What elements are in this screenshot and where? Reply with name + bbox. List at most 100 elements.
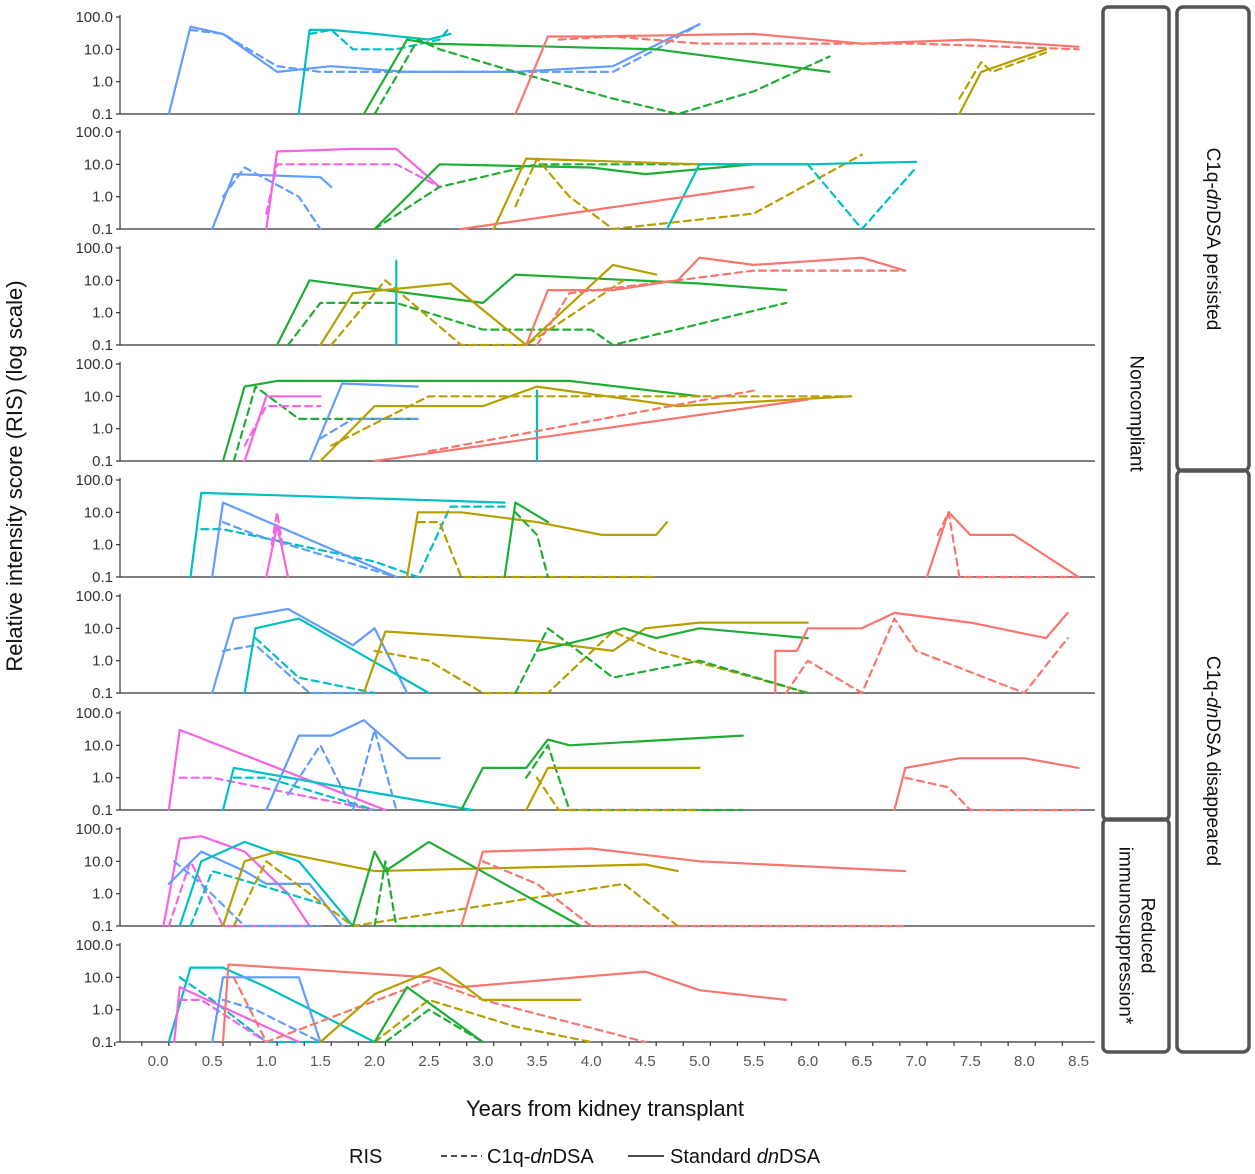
strip-c1q-persisted: C1q-dnDSA persisted bbox=[1175, 5, 1251, 473]
y-tick-label: 100.0 bbox=[75, 356, 113, 373]
y-tick-label: 1.0 bbox=[92, 886, 113, 903]
series-line-red-solid bbox=[774, 611, 1069, 695]
legend-solid-label: Standard dnDSA bbox=[670, 1146, 821, 1168]
series-line-red-solid bbox=[373, 398, 809, 463]
legend: RIS C1q-dnDSA Standard dnDSA bbox=[349, 1146, 821, 1168]
series-line-green-solid bbox=[373, 985, 484, 1044]
strip-label-italic: dn bbox=[1203, 189, 1224, 210]
x-tick-label: 6.0 bbox=[797, 1053, 818, 1070]
series-line-blue-dashed bbox=[221, 644, 376, 695]
series-line-olive-solid bbox=[362, 621, 809, 695]
series-line-olive-dashed bbox=[535, 776, 701, 812]
series-line-red-dashed bbox=[557, 35, 1080, 51]
series-line-olive-solid bbox=[319, 385, 853, 463]
series-line-teal-dashed bbox=[232, 776, 376, 812]
series-line-blue-solid bbox=[167, 23, 701, 116]
legend-solid-prefix: Standard bbox=[670, 1146, 757, 1168]
y-tick-label: 0.1 bbox=[92, 918, 113, 935]
series-line-teal-solid bbox=[665, 160, 918, 231]
x-tick-label: 4.0 bbox=[581, 1053, 602, 1070]
series-line-magenta-solid bbox=[243, 395, 322, 463]
series-line-green-dashed bbox=[373, 38, 831, 116]
series-line-blue-dashed bbox=[173, 860, 322, 928]
strip-box bbox=[1175, 468, 1251, 1054]
y-tick-label: 100.0 bbox=[75, 9, 113, 26]
y-tick-label: 10.0 bbox=[84, 969, 113, 986]
strip-label-prefix: C1q- bbox=[1203, 148, 1224, 189]
series-line-green-solid bbox=[535, 627, 809, 653]
series-line-magenta-solid bbox=[173, 985, 300, 1044]
y-tick-label: 1.0 bbox=[92, 653, 113, 670]
series-line-olive-solid bbox=[958, 48, 1048, 116]
y-tick-label: 10.0 bbox=[84, 272, 113, 289]
facet-panel-8: 0.1 1.0 10.0 100.0 bbox=[75, 821, 1095, 935]
y-tick-label: 0.1 bbox=[92, 106, 113, 123]
series-line-teal-dashed bbox=[254, 636, 376, 695]
y-tick-label: 1.0 bbox=[92, 305, 113, 322]
y-tick-label: 1.0 bbox=[92, 1002, 113, 1019]
x-tick-label: 7.5 bbox=[960, 1053, 981, 1070]
series-line-blue-solid bbox=[211, 501, 398, 579]
legend-solid-suffix: DSA bbox=[779, 1146, 821, 1168]
y-tick-label: 1.0 bbox=[92, 770, 113, 787]
series-line-green-dashed bbox=[286, 301, 788, 347]
y-tick-label: 100.0 bbox=[75, 588, 113, 605]
x-tick-label: 8.0 bbox=[1014, 1053, 1035, 1070]
series-line-green-solid bbox=[276, 273, 788, 347]
series-line-teal-solid bbox=[178, 840, 354, 928]
legend-dashed-italic: dn bbox=[530, 1146, 552, 1168]
series-line-olive-solid bbox=[221, 850, 679, 928]
x-tick-label: 3.0 bbox=[472, 1053, 493, 1070]
series-line-blue-solid bbox=[167, 850, 344, 928]
series-line-green-solid bbox=[460, 734, 744, 812]
series-line-red-solid bbox=[514, 32, 1080, 116]
x-tick-label: 2.0 bbox=[364, 1053, 385, 1070]
series-line-teal-dashed bbox=[178, 976, 322, 1044]
y-tick-label: 0.1 bbox=[92, 337, 113, 354]
series-line-red-dashed bbox=[535, 269, 907, 347]
facet-panel-5: 0.1 1.0 10.0 100.0 bbox=[75, 472, 1095, 586]
x-tick-label: 4.5 bbox=[635, 1053, 656, 1070]
legend-dashed-prefix: C1q- bbox=[487, 1146, 530, 1168]
series-line-green-solid bbox=[362, 38, 831, 116]
legend-solid-italic: dn bbox=[757, 1146, 779, 1168]
series-line-olive-dashed bbox=[232, 860, 679, 928]
y-tick-label: 100.0 bbox=[75, 240, 113, 257]
facet-panel-6: 0.1 1.0 10.0 100.0 bbox=[75, 588, 1095, 702]
strip-label: Noncompliant bbox=[1126, 355, 1147, 472]
series-line-blue-solid bbox=[308, 382, 419, 463]
series-line-red-dashed bbox=[427, 389, 755, 453]
y-tick-label: 0.1 bbox=[92, 802, 113, 819]
series-line-magenta-dashed bbox=[243, 405, 322, 447]
series-line-green-solid bbox=[221, 379, 701, 463]
y-tick-label: 1.0 bbox=[92, 537, 113, 554]
series-line-green-solid bbox=[373, 163, 755, 231]
series-line-blue-solid bbox=[211, 976, 322, 1044]
strip-label-suffix: DSA disappeared bbox=[1203, 718, 1224, 866]
y-tick-label: 0.1 bbox=[92, 685, 113, 702]
legend-dashed-label: C1q-dnDSA bbox=[487, 1146, 594, 1168]
x-tick-label: 1.5 bbox=[310, 1053, 331, 1070]
y-tick-label: 10.0 bbox=[84, 504, 113, 521]
series-line-blue-solid bbox=[265, 719, 441, 812]
series-line-red-dashed bbox=[481, 860, 907, 928]
series-line-red-solid bbox=[221, 963, 788, 1044]
series-line-olive-solid bbox=[406, 511, 669, 579]
x-axis-title: Years from kidney transplant bbox=[466, 1096, 744, 1121]
facet-panel-2: 0.1 1.0 10.0 100.0 bbox=[75, 124, 1095, 238]
y-tick-label: 100.0 bbox=[75, 472, 113, 489]
strip-label-line: immunosuppression* bbox=[1115, 847, 1136, 1025]
y-tick-label: 1.0 bbox=[92, 74, 113, 91]
x-tick-label: 7.0 bbox=[906, 1053, 927, 1070]
series-line-green-solid bbox=[503, 501, 550, 579]
legend-dashed-suffix: DSA bbox=[553, 1146, 595, 1168]
y-tick-label: 0.1 bbox=[92, 453, 113, 470]
facet-panel-1: 0.1 1.0 10.0 100.0 bbox=[75, 9, 1095, 123]
y-tick-label: 10.0 bbox=[84, 853, 113, 870]
strip-label-line: Reduced bbox=[1137, 897, 1158, 973]
y-tick-label: 1.0 bbox=[92, 189, 113, 206]
series-line-olive-solid bbox=[525, 766, 701, 812]
series-line-blue-solid bbox=[211, 607, 409, 695]
